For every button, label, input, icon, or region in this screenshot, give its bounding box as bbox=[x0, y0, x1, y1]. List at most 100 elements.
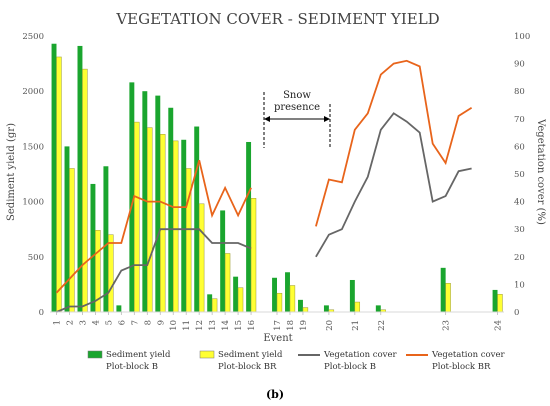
figure-caption: (b) bbox=[266, 388, 284, 401]
x-tick-label: 9 bbox=[156, 320, 166, 325]
y2-tick-label: 50 bbox=[514, 170, 525, 180]
bar-plot-block-b bbox=[194, 126, 200, 312]
y-tick-label: 1000 bbox=[22, 198, 44, 208]
x-tick-label: 13 bbox=[208, 320, 218, 331]
bar-plot-block-b bbox=[64, 146, 70, 312]
x-tick-label: 21 bbox=[351, 320, 361, 331]
x-tick-label: 22 bbox=[377, 320, 387, 331]
x-tick-label: 16 bbox=[247, 320, 257, 331]
x-tick-label: 24 bbox=[494, 320, 504, 331]
bar-plot-block-br bbox=[108, 234, 114, 313]
bar-plot-block-br bbox=[497, 294, 503, 313]
bar-plot-block-b bbox=[323, 305, 329, 312]
snow-annotation: Snow presence bbox=[263, 90, 331, 148]
y2-tick-label: 20 bbox=[514, 253, 525, 263]
y-tick-label: 2000 bbox=[22, 87, 44, 97]
right-axis-ticks: 0 10 20 30 40 50 60 70 80 90 100 bbox=[514, 32, 530, 318]
legend: Sediment yield Plot-block B Sediment yield… bbox=[87, 350, 505, 372]
bar-plot-block-b bbox=[51, 43, 57, 313]
bar-plot-block-b bbox=[246, 141, 252, 312]
bar-plot-block-b bbox=[129, 82, 135, 312]
bar-plot-block-b bbox=[103, 166, 109, 312]
x-tick-label: 5 bbox=[104, 320, 114, 325]
left-axis-ticks: 0 500 1000 1500 2000 2500 bbox=[22, 32, 44, 318]
line-vegetation-plot-block-br bbox=[315, 59, 473, 227]
bar-plot-block-br bbox=[445, 283, 451, 313]
legend-label-line1: Sediment yield bbox=[218, 350, 283, 360]
y2-tick-label: 0 bbox=[514, 308, 519, 318]
legend-label-line2: Plot-block B bbox=[106, 362, 158, 372]
x-tick-label: 12 bbox=[195, 320, 205, 331]
y2-tick-label: 90 bbox=[514, 60, 525, 70]
y2-tick-label: 80 bbox=[514, 87, 525, 97]
x-axis-ticks: 1 2 3 4 5 6 7 8 9 10 11 12 13 14 15 16 17 18 19 20 21 22 23 24 bbox=[52, 312, 504, 331]
snow-arrow-right-head bbox=[324, 116, 330, 122]
x-tick-label: 19 bbox=[299, 320, 309, 331]
lines bbox=[55, 59, 473, 313]
y2-tick-label: 100 bbox=[514, 32, 530, 42]
bar-plot-block-br bbox=[198, 203, 205, 313]
x-tick-label: 15 bbox=[234, 320, 244, 331]
legend-swatch bbox=[87, 350, 103, 359]
x-tick-label: 11 bbox=[182, 320, 192, 331]
y-tick-label: 1500 bbox=[22, 142, 44, 152]
bar-plot-block-br bbox=[82, 68, 88, 313]
x-tick-label: 23 bbox=[442, 320, 452, 331]
bar-plot-block-b bbox=[233, 276, 239, 312]
snow-arrow-left-head bbox=[264, 116, 270, 122]
line-vegetation-plot-block-br bbox=[55, 159, 252, 294]
bar-plot-block-b bbox=[181, 139, 187, 312]
x-tick-label: 2 bbox=[65, 320, 75, 325]
legend-label-line1: Vegetation cover bbox=[323, 350, 397, 360]
bar-plot-block-b bbox=[440, 267, 446, 312]
x-tick-label: 14 bbox=[221, 320, 231, 331]
legend-label-line2: Plot-block BR bbox=[218, 362, 277, 372]
x-tick-label: 4 bbox=[91, 320, 101, 325]
bar-plot-block-br bbox=[211, 298, 218, 313]
bar-plot-block-b bbox=[155, 95, 161, 312]
bars bbox=[51, 43, 503, 313]
bar-plot-block-b bbox=[492, 289, 498, 312]
x-tick-label: 6 bbox=[117, 320, 127, 325]
bar-plot-block-br bbox=[250, 198, 257, 313]
x-tick-label: 8 bbox=[143, 320, 153, 325]
bar-plot-block-b bbox=[77, 45, 83, 312]
y2-tick-label: 40 bbox=[514, 198, 525, 208]
bar-plot-block-b bbox=[375, 305, 381, 312]
legend-label-line1: Sediment yield bbox=[106, 350, 171, 360]
y-tick-label: 2500 bbox=[22, 32, 44, 42]
y2-axis-label: Vegetation cover (%) bbox=[535, 118, 546, 225]
bar-plot-block-b bbox=[207, 294, 213, 312]
bar-plot-block-b bbox=[272, 277, 277, 312]
bar-plot-block-b bbox=[220, 210, 226, 312]
bar-plot-block-b bbox=[298, 299, 303, 312]
x-tick-label: 18 bbox=[286, 320, 296, 331]
y2-tick-label: 30 bbox=[514, 225, 525, 235]
bar-plot-block-br bbox=[172, 140, 179, 313]
bar-plot-block-br bbox=[276, 292, 283, 313]
bar-plot-block-br bbox=[289, 285, 296, 313]
bar-plot-block-b bbox=[285, 272, 290, 312]
bar-plot-block-b bbox=[142, 91, 148, 312]
bar-plot-block-b bbox=[90, 183, 96, 312]
x-tick-label: 17 bbox=[273, 320, 283, 331]
bar-plot-block-br bbox=[354, 301, 361, 313]
bar-plot-block-b bbox=[116, 305, 122, 312]
bar-plot-block-br bbox=[134, 121, 140, 313]
y-axis-label: Sediment yield (gr) bbox=[6, 123, 17, 221]
line-vegetation-plot-block-b bbox=[56, 228, 252, 313]
legend-label-line2: Plot-block B bbox=[324, 362, 376, 372]
y-tick-label: 500 bbox=[28, 253, 44, 263]
legend-swatch bbox=[199, 350, 215, 359]
snow-annotation-text-line1: Snow bbox=[283, 90, 311, 101]
bar-plot-block-b bbox=[168, 107, 174, 312]
y2-tick-label: 70 bbox=[514, 115, 525, 125]
x-tick-label: 3 bbox=[78, 320, 88, 325]
x-tick-label: 10 bbox=[169, 320, 179, 331]
bar-plot-block-br bbox=[224, 253, 231, 313]
snow-annotation-text-line2: presence bbox=[274, 102, 320, 113]
bar-plot-block-br bbox=[147, 127, 153, 313]
y-tick-label: 0 bbox=[39, 308, 44, 318]
bar-plot-block-b bbox=[349, 279, 355, 312]
